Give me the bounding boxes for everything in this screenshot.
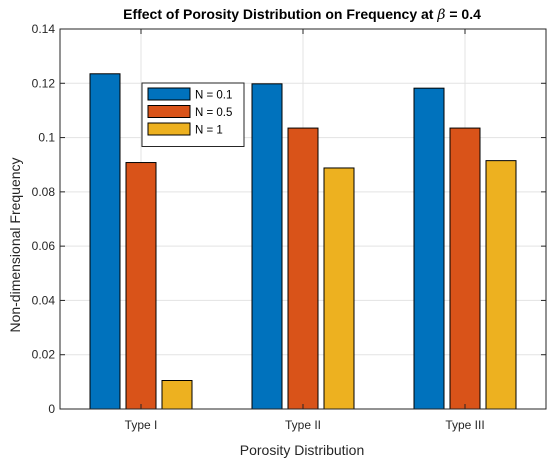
bars	[89, 73, 517, 410]
x-tick-labels: Type I Type II Type III	[125, 418, 485, 432]
x-tick-label: Type I	[125, 418, 158, 432]
x-tick-label: Type III	[445, 418, 484, 432]
y-tick-label: 0	[48, 402, 55, 416]
x-tick-label: Type II	[285, 418, 321, 432]
y-tick-label: 0.14	[32, 22, 56, 36]
legend-label: N = 0.5	[195, 107, 232, 119]
legend-swatch	[147, 87, 191, 101]
y-tick-label: 0.02	[32, 348, 56, 362]
legend-swatch	[147, 122, 191, 136]
legend-swatch	[147, 105, 191, 118]
bar	[323, 167, 355, 410]
legend-label: N = 0.1	[195, 90, 232, 102]
y-tick-label: 0.06	[32, 239, 56, 253]
bar	[125, 162, 157, 410]
y-tick-label: 0.08	[32, 185, 56, 199]
bar	[161, 380, 193, 410]
legend-label: N = 1	[195, 125, 223, 137]
y-tick-label: 0.12	[32, 76, 56, 90]
bar	[413, 87, 445, 410]
y-axis-label: Non-dimensional Frequency	[7, 157, 23, 332]
bar	[89, 73, 121, 410]
axes	[59, 28, 547, 410]
bar	[485, 160, 517, 410]
x-axis-label: Porosity Distribution	[240, 442, 365, 458]
legend: N = 0.1 N = 0.5 N = 1	[141, 82, 245, 147]
bar	[287, 127, 319, 410]
chart-title: Effect of Porosity Distribution on Frequ…	[123, 6, 481, 23]
y-tick-label: 0.1	[38, 131, 55, 145]
bar	[449, 127, 481, 410]
y-tick-labels: 0 0.02 0.04 0.06 0.08 0.1 0.12 0.14	[32, 22, 56, 416]
y-tick-label: 0.04	[32, 293, 56, 307]
bar	[251, 83, 283, 410]
